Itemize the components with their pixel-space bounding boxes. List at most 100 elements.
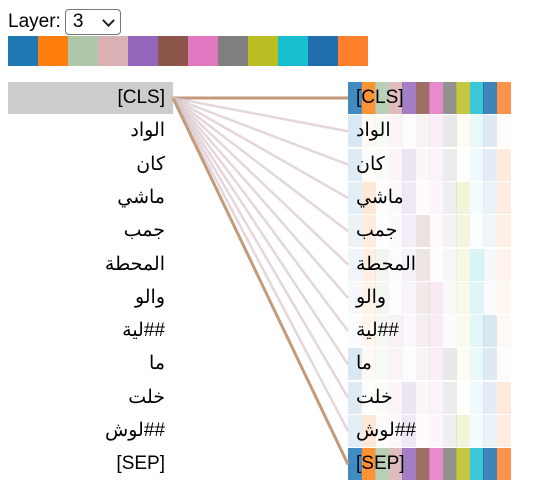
right-token[interactable]: جمب	[348, 215, 511, 247]
attention-cell	[429, 149, 443, 181]
attention-cell	[402, 115, 416, 147]
attention-cell	[375, 149, 389, 181]
attention-cell	[469, 382, 484, 414]
right-token[interactable]: الواد	[348, 115, 510, 147]
right-token[interactable]: والو	[348, 282, 511, 314]
attention-cell	[456, 382, 470, 414]
attention-cell	[402, 448, 416, 480]
right-token-label: [SEP]	[356, 453, 405, 474]
attention-cell	[415, 382, 430, 414]
right-token-label: [CLS]	[356, 87, 404, 108]
left-token[interactable]: لية##	[122, 320, 165, 341]
attention-cell	[456, 448, 470, 480]
head-swatch-4[interactable]	[128, 36, 158, 66]
attention-line	[172, 97, 349, 266]
right-token[interactable]: خلت	[348, 382, 511, 414]
attention-cell	[456, 315, 470, 347]
attention-cell	[483, 215, 497, 247]
attention-cell	[469, 348, 484, 380]
attention-cell	[375, 315, 389, 347]
attention-cell	[483, 448, 497, 480]
attention-cell	[415, 315, 430, 347]
right-token[interactable]: ما	[348, 348, 510, 380]
attention-cell	[442, 348, 457, 380]
attention-cell	[375, 249, 389, 281]
attention-line	[171, 97, 350, 399]
head-swatch-6[interactable]	[188, 36, 218, 66]
right-token[interactable]: كان	[348, 149, 511, 181]
right-token[interactable]: ماشي	[348, 182, 511, 214]
head-swatch-0[interactable]	[8, 36, 38, 66]
attention-cell	[348, 282, 362, 314]
attention-cell	[388, 249, 403, 281]
attention-cell	[496, 282, 511, 314]
attention-cell	[442, 415, 457, 447]
attention-cell	[483, 249, 497, 281]
right-token[interactable]: المحطة	[348, 249, 511, 281]
attention-cell	[375, 415, 389, 447]
attention-cell	[429, 382, 443, 414]
attention-cell	[348, 448, 362, 480]
left-token[interactable]: كان	[136, 154, 165, 175]
attention-cell	[483, 115, 497, 147]
attention-line	[172, 96, 349, 133]
left-token[interactable]: الواد	[130, 120, 165, 141]
head-swatch-2[interactable]	[68, 36, 98, 66]
left-token[interactable]: [SEP]	[116, 453, 165, 474]
left-token[interactable]: خلت	[128, 387, 165, 408]
attention-cell	[402, 149, 416, 181]
attention-cell	[442, 249, 457, 281]
attention-cell	[388, 215, 403, 247]
chevron-down-icon	[101, 14, 115, 28]
head-swatch-3[interactable]	[98, 36, 128, 66]
head-swatch-1[interactable]	[38, 36, 68, 66]
head-swatch-9[interactable]	[278, 36, 308, 66]
left-token[interactable]: [CLS]	[8, 82, 173, 114]
attention-cell	[375, 82, 389, 114]
attention-cell	[469, 315, 484, 347]
attention-cell	[442, 149, 457, 181]
attention-cell	[388, 182, 403, 214]
attention-cell	[469, 182, 484, 214]
attention-cell	[402, 249, 416, 281]
attention-cell	[442, 115, 457, 147]
attention-cell	[429, 448, 443, 480]
left-token[interactable]: لوش##	[105, 420, 165, 441]
attention-cell	[361, 282, 376, 314]
attention-cell	[348, 115, 362, 147]
right-token[interactable]: لية##	[348, 315, 511, 347]
left-token[interactable]: ماشي	[117, 187, 165, 208]
attention-cell	[402, 82, 416, 114]
attention-cell	[496, 315, 511, 347]
attention-cell	[402, 348, 416, 380]
right-token[interactable]: لوش##	[348, 415, 511, 447]
attention-cell	[496, 215, 511, 247]
attention-cell	[496, 182, 511, 214]
right-token-label: لوش##	[356, 420, 416, 441]
head-swatch-8[interactable]	[248, 36, 278, 66]
left-token[interactable]: جمب	[123, 220, 165, 241]
attention-cell	[483, 82, 497, 114]
layer-select-value: 3	[72, 11, 84, 32]
head-swatch-11[interactable]	[338, 36, 368, 66]
attention-cell	[456, 282, 470, 314]
attention-cell	[415, 82, 430, 114]
right-token[interactable]: [CLS]	[348, 82, 511, 114]
left-token[interactable]: المحطة	[104, 254, 165, 275]
attention-cell	[388, 448, 403, 480]
attention-cell	[375, 282, 389, 314]
right-token[interactable]: [SEP]	[348, 448, 511, 480]
head-swatch-10[interactable]	[308, 36, 338, 66]
layer-select[interactable]: 3	[64, 9, 121, 35]
attention-cell	[429, 348, 443, 380]
layer-control: Layer: 3	[8, 8, 121, 36]
left-token[interactable]: ما	[149, 353, 165, 374]
attention-cell	[469, 448, 484, 480]
right-token-label: المحطة	[356, 254, 417, 275]
head-swatch-5[interactable]	[158, 36, 188, 66]
attention-cell	[469, 415, 484, 447]
left-token[interactable]: والو	[134, 287, 165, 308]
attention-cell	[443, 315, 457, 347]
head-swatch-7[interactable]	[218, 36, 248, 66]
attention-cell	[415, 215, 430, 247]
